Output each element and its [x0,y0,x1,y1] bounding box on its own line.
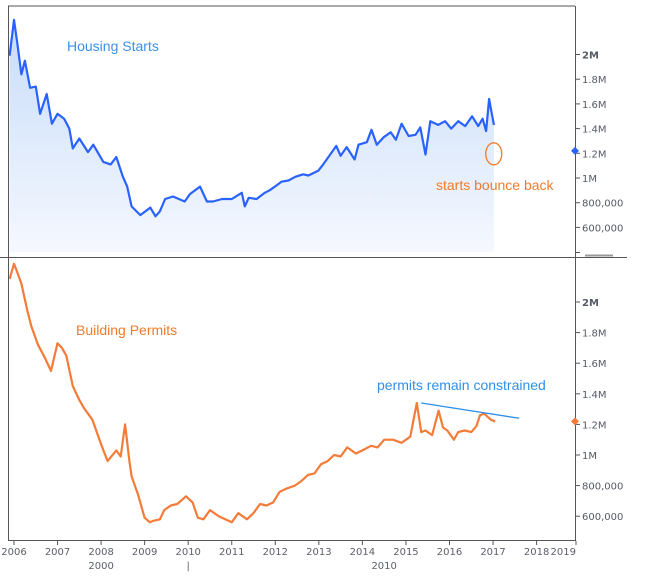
x-secondary-label: 2010 [371,561,396,572]
starts-bounce-back-annotation: starts bounce back [436,177,555,193]
y-tick-label: 1.4M [582,390,607,401]
y-tick-label: 1M [582,174,597,185]
x-tick-label: 2013 [306,547,331,558]
last-value-marker [571,417,579,426]
x-axis: 2006 2007 2008 2009 2010 2011 2012 2013 2014 2015… [1,541,577,572]
x-tick-label: 2009 [132,547,157,558]
y-tick-label: 1.6M [582,359,607,370]
y-tick-label: 1.6M [582,100,607,111]
x-tick-label: 2017 [480,547,505,558]
y-tick-label: 600,000 [582,512,623,523]
y-tick-label: 1.8M [582,329,607,340]
building-permits-line [9,262,496,524]
y-tick-label: 2M [582,51,599,62]
x-tick-label: 2010 [175,547,200,558]
building-permits-label: Building Permits [76,322,177,338]
x-tick-label: 2016 [437,547,462,558]
y-tick-label: 800,000 [582,482,623,493]
x-secondary-label: | [187,561,190,572]
x-tick-label: 2012 [263,547,288,558]
housing-starts-label: Housing Starts [67,38,159,54]
permits-constrained-annotation: permits remain constrained [377,377,546,393]
y-tick-label: 800,000 [582,199,623,210]
y-tick-label: 1.2M [582,149,607,160]
y-tick-label: 2M [582,298,599,309]
x-tick-label: 2015 [393,547,418,558]
x-secondary-label: 2000 [88,561,113,572]
bounce-highlight-circle [485,142,503,166]
y-tick-label: 1M [582,451,597,462]
housing-starts-line [9,18,495,218]
x-tick-label: 2019 [551,547,576,558]
x-tick-label: 2006 [1,547,26,558]
housing-starts-area-fill [9,19,494,253]
permits-trendline [421,402,520,419]
x-tick-label: 2008 [88,547,113,558]
last-value-marker [571,146,579,155]
building-permits-panel: 2M 1.8M 1.6M 1.4M 1.2M 1M 800,000 600,000 [9,262,623,524]
x-tick-label: 2011 [219,547,244,558]
y-tick-label: 1.2M [582,420,607,431]
x-tick-label: 2014 [350,547,375,558]
housing-starts-panel: 2M 1.8M 1.6M 1.4M 1.2M 1M 800,000 600,000 [9,18,623,253]
y-tick-label: 600,000 [582,223,623,234]
x-tick-label: 2007 [45,547,70,558]
x-tick-label: 2018 [524,547,549,558]
y-tick-label: 1.8M [582,75,607,86]
plot-frames [0,5,627,541]
y-tick-label: 1.4M [582,125,607,136]
